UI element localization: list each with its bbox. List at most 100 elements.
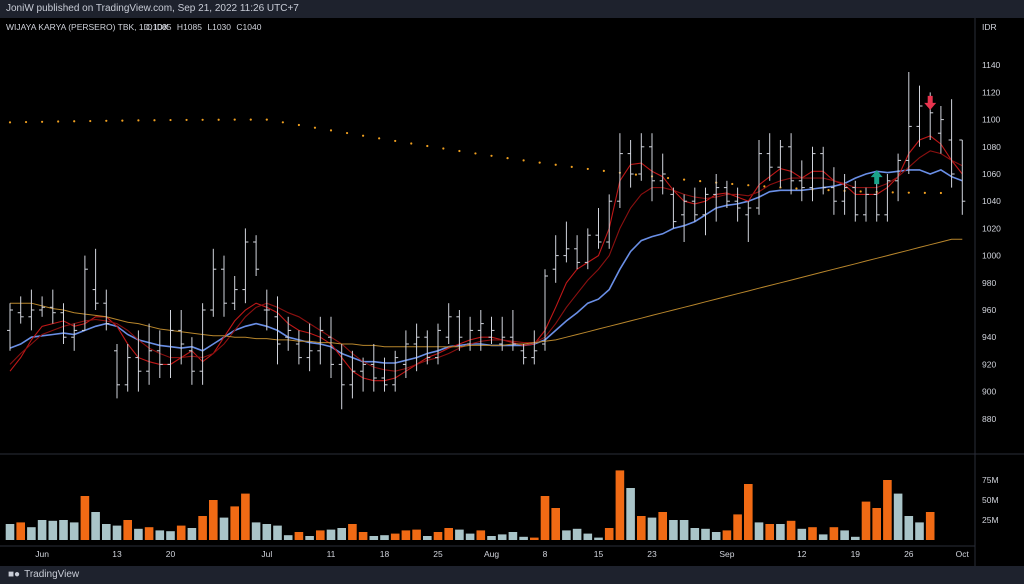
volume-bars: [5, 470, 935, 540]
volume-bar: [669, 520, 678, 540]
ohlc-bar: [488, 316, 495, 344]
volume-bar: [776, 524, 785, 540]
ohlc-bar: [285, 316, 292, 351]
volume-bar: [615, 470, 625, 540]
volume-bar: [69, 522, 79, 540]
price-axis[interactable]: 880 900 920 940 960 980 1000 1020 1040 1060 1080 11…: [982, 60, 1001, 424]
psar-dot: [217, 118, 220, 121]
ohlc-bar: [937, 106, 944, 154]
psar-dot: [313, 126, 317, 129]
time-tick-label: 25: [433, 549, 443, 559]
volume-bar: [155, 530, 165, 540]
psar-dot: [265, 118, 268, 121]
psar-dot: [281, 121, 284, 124]
ohlc-bar: [734, 187, 741, 222]
volume-bar: [102, 524, 111, 540]
psar-dot: [233, 118, 236, 121]
ohlc-bar: [788, 133, 795, 195]
low-label: L: [207, 22, 212, 32]
psar-dot: [666, 176, 670, 180]
ohlc-bar: [798, 160, 805, 202]
ohlc-bar: [103, 289, 110, 331]
price-tick-label: 960: [982, 305, 996, 315]
time-tick-label: 13: [112, 549, 122, 559]
ohlc-bar: [574, 235, 581, 270]
volume-bar: [861, 501, 871, 540]
ohlc-bar: [338, 344, 345, 410]
ohlc-bar: [531, 330, 538, 365]
ohlc-bar: [584, 228, 591, 270]
tradingview-logo-icon[interactable]: ■●: [8, 569, 21, 580]
psar-dot: [570, 165, 573, 168]
ohlc-bar: [542, 269, 548, 351]
psar-dot: [201, 118, 204, 121]
price-chart[interactable]: WIJAYA KARYA (PERSERO) TBK, 1D, IDX O108…: [0, 18, 1024, 566]
ohlc-bar: [477, 310, 484, 351]
ohlc-bar: [49, 289, 56, 324]
price-tick-label: 880: [982, 414, 996, 424]
ohlc-bar: [830, 167, 837, 215]
psar-dot: [907, 191, 910, 194]
volume-bar: [326, 529, 336, 540]
volume-bar: [925, 512, 935, 540]
psar-dot: [683, 178, 686, 181]
ohlc-bar: [948, 99, 955, 188]
psar-dot: [458, 149, 461, 153]
ohlc-bar: [905, 72, 912, 174]
ohlc-bar: [381, 357, 388, 392]
time-axis[interactable]: Jun 13 20 Jul 11 18 25 Aug 8 15 23 Sep 12 19 26 Oct: [35, 549, 969, 559]
psar-dot: [394, 139, 397, 143]
chart-area[interactable]: WIJAYA KARYA (PERSERO) TBK, 1D, IDX O108…: [0, 18, 1024, 566]
volume-tick-label: 50M: [982, 495, 999, 505]
psar-dot: [634, 173, 638, 176]
ohlc-bar: [499, 316, 506, 351]
volume-bar: [872, 508, 881, 540]
volume-bar: [59, 520, 68, 540]
ohlc-bar: [691, 187, 698, 222]
volume-bar: [744, 484, 753, 540]
volume-bar: [283, 535, 293, 540]
ma_slow-line: [10, 238, 963, 348]
volume-bar: [123, 520, 132, 540]
volume-bar: [637, 516, 646, 540]
ohlc-bar: [306, 323, 313, 372]
volume-bar: [273, 525, 282, 540]
ma_fast-line: [9, 169, 963, 364]
volume-bar: [508, 532, 518, 540]
volume-bar: [176, 525, 186, 540]
ohlc-bar: [295, 330, 302, 365]
ohlc-bar: [221, 255, 227, 317]
price-tick-label: 900: [982, 387, 996, 397]
buy-arrow-icon: [870, 170, 883, 185]
time-tick-label: Oct: [956, 549, 970, 559]
ohlc-bar: [627, 140, 634, 188]
ohlc-bar: [509, 310, 516, 351]
psar-dot: [923, 191, 926, 195]
volume-bar: [786, 520, 796, 540]
ohlc-bar: [210, 248, 217, 317]
high-label: H: [177, 22, 183, 32]
price-tick-label: 1000: [982, 251, 1001, 261]
low-value: 1030: [212, 22, 231, 32]
volume-bar: [711, 532, 721, 540]
price-tick-label: 1080: [982, 142, 1001, 152]
volume-bar: [465, 533, 475, 540]
ohlc-bar: [92, 248, 99, 310]
ohlc-bar: [146, 323, 153, 385]
ohlc-bar: [756, 140, 762, 215]
price-tick-label: 940: [982, 332, 996, 342]
volume-axis[interactable]: 25M 50M 75M: [982, 475, 999, 525]
time-tick-label: 12: [797, 549, 807, 559]
brand-name[interactable]: TradingView: [24, 569, 80, 580]
high-value: 1085: [183, 22, 202, 32]
price-tick-label: 1100: [982, 115, 1001, 125]
publish-info: JoniW published on TradingView.com, Sep …: [6, 3, 299, 14]
time-tick-label: Jul: [261, 549, 272, 559]
close-label: C: [236, 22, 242, 32]
volume-bar: [562, 530, 571, 540]
psar-dot: [137, 119, 140, 122]
ohlc-bar: [552, 235, 559, 283]
publish-header: JoniW published on TradingView.com, Sep …: [0, 0, 1024, 18]
ohlc-bar: [28, 289, 35, 331]
close-value: 1040: [243, 22, 262, 32]
